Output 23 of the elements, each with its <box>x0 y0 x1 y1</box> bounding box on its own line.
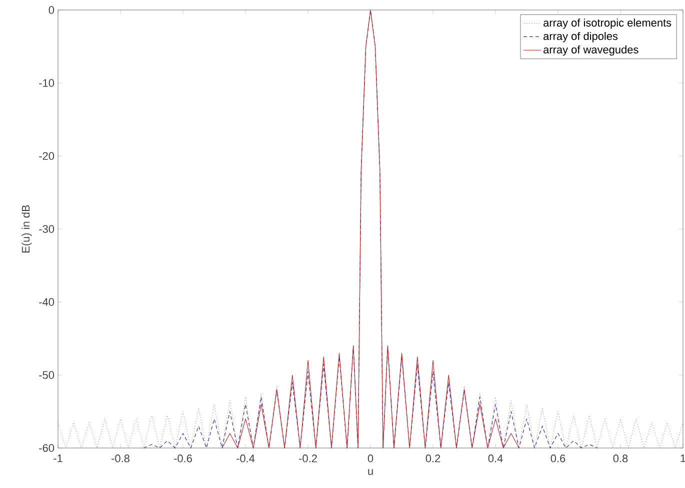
y-tick-label: -40 <box>39 298 54 306</box>
y-axis-title: E(u) in dB <box>22 205 32 252</box>
x-tick-label: 0.2 <box>426 454 440 462</box>
y-tick-label: -50 <box>39 371 54 379</box>
x-tick-label: 0 <box>368 454 374 462</box>
y-tick-label: -10 <box>39 79 54 87</box>
x-tick-label: 0.4 <box>488 454 503 462</box>
y-tick-label: -60 <box>39 444 54 452</box>
x-axis-title: u <box>368 469 373 476</box>
y-tick-label: -20 <box>39 152 54 160</box>
legend-label: array of isotropic elements <box>544 18 672 29</box>
x-tick-label: 0.6 <box>550 454 566 462</box>
x-tick-label: -0.8 <box>112 454 130 462</box>
x-tick-label: -0.2 <box>299 454 317 462</box>
legend-label: array of dipoles <box>544 32 618 42</box>
x-tick-label: -0.4 <box>236 454 255 462</box>
legend-label: array of wavegudes <box>544 45 638 56</box>
y-tick-label: 0 <box>48 6 54 14</box>
x-tick-label: 0.8 <box>613 454 628 462</box>
y-tick-label: -30 <box>39 225 54 233</box>
x-tick-label: -0.6 <box>174 454 192 462</box>
line-series <box>222 10 520 448</box>
x-tick-label: -1 <box>54 454 62 462</box>
